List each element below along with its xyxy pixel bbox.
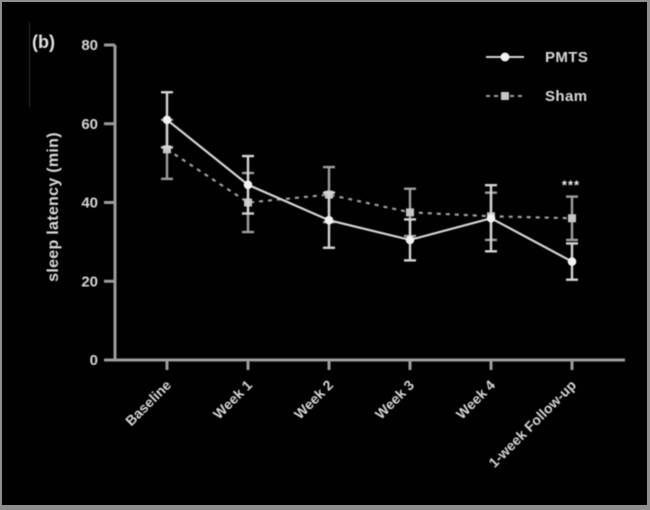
pmts-line-sample	[486, 46, 524, 68]
chart-area: 0 20 40 60 80 Baseline Week 1 Week 2 Week 3 Week …	[2, 2, 647, 505]
y-tick-label: 60	[81, 116, 98, 133]
sham-marker	[163, 145, 171, 154]
x-category-label: Baseline	[122, 377, 174, 429]
legend: PMTS Sham	[486, 46, 588, 107]
y-tick-label: 80	[81, 37, 98, 54]
y-tick-label: 20	[81, 273, 98, 290]
sham-line-sample	[486, 85, 524, 107]
pmts-marker	[567, 257, 577, 266]
pmts-series-line	[166, 118, 573, 263]
pmts-marker	[405, 235, 415, 245]
scan-artifact-line	[29, 22, 30, 107]
sham-marker	[406, 208, 414, 217]
y-tick-label: 0	[90, 352, 98, 369]
x-category-label: Week 2	[291, 377, 336, 422]
x-category-label: Week 1	[210, 377, 255, 422]
sham-marker	[568, 214, 576, 223]
circle-marker-icon	[500, 52, 510, 62]
y-tick-label: 40	[81, 195, 98, 212]
pmts-marker	[243, 180, 253, 190]
panel-label: (b)	[32, 32, 55, 52]
significance-marker: ***	[561, 177, 581, 193]
x-category-label: Week 3	[372, 377, 417, 422]
y-axis-label: sleep latency (min)	[45, 132, 62, 282]
pmts-marker	[162, 115, 172, 125]
legend-item-sham: Sham	[486, 85, 588, 107]
legend-label-pmts: PMTS	[545, 48, 589, 66]
pmts-marker	[486, 213, 496, 223]
square-marker-icon	[501, 92, 509, 100]
pmts-marker	[324, 215, 334, 225]
sham-series-line	[166, 148, 573, 220]
x-category-label: Week 4	[453, 377, 498, 422]
x-category-label: 1-week Follow-up	[485, 377, 579, 471]
legend-item-pmts: PMTS	[486, 46, 588, 68]
legend-label-sham: Sham	[545, 87, 588, 105]
